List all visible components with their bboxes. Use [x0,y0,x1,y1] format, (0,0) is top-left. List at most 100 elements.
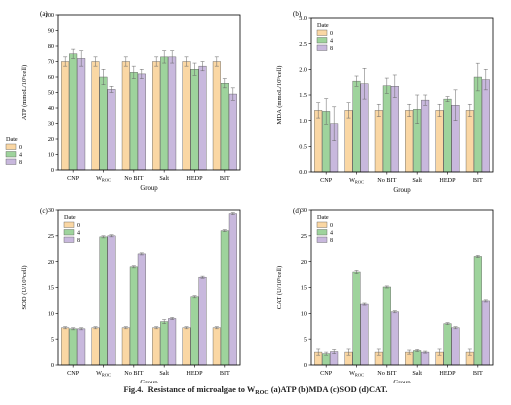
bar [360,303,369,366]
legend-label: 0 [77,223,80,229]
legend-label: 0 [330,223,333,229]
caption-lead: Fig.4. [123,385,144,394]
x-tick-label: CNP [320,370,333,377]
bar [61,61,70,171]
bar [198,276,207,366]
x-tick-label: WROC [96,175,111,183]
y-tick-label: 0.5 [299,144,307,151]
y-tick-label: 0 [51,167,54,174]
bar [382,286,391,366]
bar [69,328,78,366]
bar [152,327,161,366]
x-tick-label: HEDP [186,175,203,182]
y-tick-label: 40 [48,105,54,112]
x-axis-label: Group [140,185,158,192]
legend-label: 8 [330,46,333,52]
bar [99,76,108,171]
y-tick-label: 50 [48,90,54,97]
bar [443,323,452,366]
y-axis-label: ATP (mmoL/10⁹cell) [21,65,28,120]
figure-caption: Fig.4. Resistance of microalgae to WROC … [0,385,511,396]
bar [481,300,490,366]
y-axis-label: MDA (mmoL/10⁹cell) [276,66,283,125]
legend-swatch [316,44,328,51]
legend-swatch [316,29,328,36]
y-tick-label: 10 [301,311,307,318]
y-tick-label: 0.0 [299,169,307,176]
caption-text-before: Resistance of microalgae to W [147,385,256,394]
bar [413,350,422,366]
bar [107,89,116,171]
caption-subscript: ROC [255,390,269,396]
x-tick-label: Salt [159,175,169,182]
legend-swatch [63,221,75,228]
x-tick-label: BIT [220,175,230,182]
chart-panel-3: (c) 0 5 10 15 20 25 30 SOD (U/10⁹cell) CNP WROC No … [21,207,241,383]
y-tick-label: 80 [48,43,54,50]
bar [405,110,414,173]
y-axis-label: CAT (U/10⁹cell) [276,266,283,309]
x-axis-label: Group [140,380,158,383]
legend-label: 8 [19,160,22,166]
x-tick-label: Salt [412,370,422,377]
bar [473,76,482,173]
x-tick-label: HEDP [439,177,456,184]
y-tick-label: 10 [48,152,54,159]
x-tick-label: WROC [96,370,111,378]
chart-panel-2: (b) 0.0 0.5 1.0 1.5 2.0 2.5 3.0 MDA (mmoL/10⁹cel… [276,10,494,194]
bar [465,110,474,173]
y-tick-label: 30 [48,207,54,214]
y-tick-label: 10 [48,311,54,318]
y-tick-label: 25 [48,233,54,240]
x-tick-label: No BIT [124,175,143,182]
plot-frame [310,17,494,173]
bar [473,256,482,366]
x-tick-label: No BIT [124,370,143,377]
y-tick-label: 5 [51,336,54,343]
x-tick-label: BIT [220,370,230,377]
y-tick-label: 3.0 [299,15,307,22]
y-axis-label: SOD (U/10⁹cell) [21,265,28,309]
bar [91,61,100,171]
x-tick-label: BIT [473,370,483,377]
y-tick-label: 15 [48,285,54,292]
legend-swatch [63,229,75,236]
bar [152,61,161,171]
bar [77,58,86,171]
bar [314,110,323,173]
bar [352,271,361,366]
legend-title: Date [6,136,18,143]
x-tick-label: HEDP [186,370,203,377]
bar [190,296,199,366]
bar [382,85,391,173]
bar [121,61,130,171]
y-tick-label: 25 [301,233,307,240]
legend-label: 4 [77,231,80,237]
x-tick-label: CNP [320,177,333,184]
x-tick-label: BIT [473,177,483,184]
bar [121,327,130,366]
x-tick-label: WROC [349,177,364,185]
legend-swatch [316,229,328,236]
bar [451,327,460,366]
bar [421,99,430,173]
bar [443,98,452,173]
y-tick-label: 60 [48,74,54,81]
legend-label: 4 [330,39,333,45]
plot-frame [57,14,241,171]
bar [220,230,229,366]
plot-frame [57,209,241,366]
x-tick-label: WROC [349,370,364,378]
legend-swatch [5,151,17,158]
y-tick-label: 5 [304,336,307,343]
y-tick-label: 100 [45,12,54,19]
legend-title: Date [317,214,329,221]
bar [220,82,229,171]
bar [99,236,108,366]
bar [107,235,116,366]
bar [160,56,169,171]
y-tick-label: 0 [51,362,54,369]
